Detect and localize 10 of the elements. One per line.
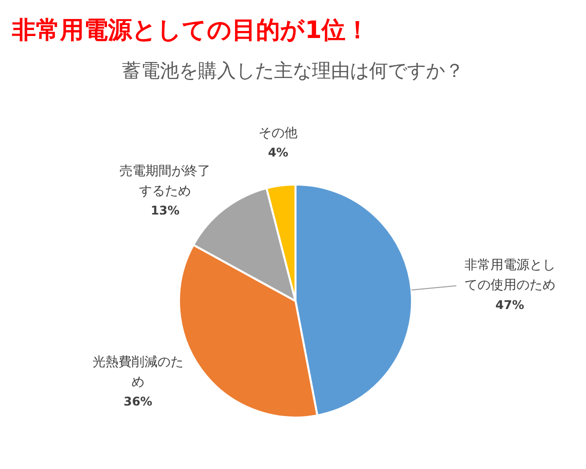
data-label: 4% bbox=[268, 146, 288, 160]
slice-label: 光熱費削減のため bbox=[92, 354, 184, 390]
slice-label: その他 bbox=[258, 126, 298, 141]
slice-label: 売電期間が終了するため bbox=[120, 164, 211, 199]
data-label: 36% bbox=[124, 394, 152, 409]
chart-title: 非常用電源としての目的が1位！ bbox=[11, 15, 371, 46]
chart-subtitle: 蓄電池を購入した主な理由は何ですか？ bbox=[121, 59, 465, 84]
slice-label: 非常用電源としての使用のため bbox=[464, 258, 556, 294]
data-label: 47% bbox=[495, 298, 524, 312]
data-label: 13% bbox=[150, 204, 180, 218]
